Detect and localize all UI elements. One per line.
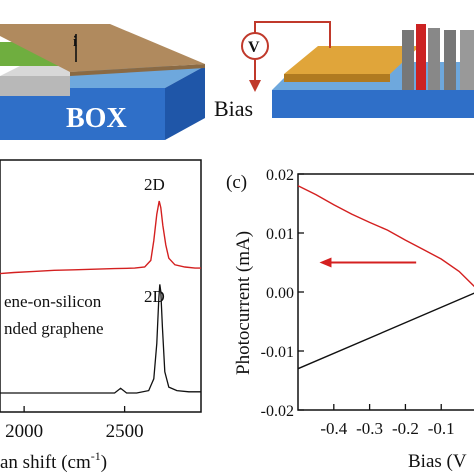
photocurrent-series-black <box>297 292 474 370</box>
raman-xlabel-end: ) <box>101 452 107 473</box>
voltmeter-circle <box>241 32 269 60</box>
photocurrent-x-tick-label: -0.1 <box>428 419 455 438</box>
raman-x-tick-label: 2500 <box>106 421 144 442</box>
substrate-front <box>272 90 474 118</box>
gold-electrode-edge <box>284 74 390 82</box>
raman-chart: 2000 2500 2D 2D ene-on-silicon nded graph… <box>0 159 202 473</box>
raman-xlabel-sup: -1 <box>91 449 101 463</box>
raman-series-black <box>0 284 201 394</box>
photocurrent-y-tick-label: 0.01 <box>266 226 294 243</box>
device-schematic-left: i BOX <box>0 24 205 140</box>
panel-label-c: (c) <box>226 172 247 193</box>
photocurrent-series <box>297 185 474 370</box>
raman-x-ticks: 2000 2500 <box>5 406 144 442</box>
stripe-red <box>416 24 426 90</box>
raman-plot-frame <box>0 159 202 413</box>
peak-label-black: 2D <box>144 287 165 306</box>
photocurrent-chart: (c) -0.4 -0.3 -0.2 -0.1 -0.02 -0.01 0.00 0.01 0.… <box>226 167 474 472</box>
box-label: BOX <box>66 103 127 134</box>
box-side-face <box>165 66 205 140</box>
gold-electrode <box>284 46 420 74</box>
photocurrent-x-tick-label: -0.4 <box>320 419 347 438</box>
photocurrent-y-axis-label: Photocurrent (mA) <box>233 231 254 375</box>
arrow-head <box>319 257 332 268</box>
raman-x-tick-label: 2000 <box>5 421 43 442</box>
photocurrent-y-tick-label: -0.01 <box>261 344 294 361</box>
voltmeter-symbol: V <box>248 39 260 56</box>
peak-label-red: 2D <box>144 175 165 194</box>
photocurrent-x-tick-label: -0.3 <box>356 419 383 438</box>
graphene-sheet <box>0 24 205 72</box>
current-label: i <box>73 34 77 50</box>
photocurrent-y-tick-label: -0.02 <box>261 403 294 420</box>
raman-series-red <box>0 200 201 275</box>
photocurrent-series-red <box>297 185 474 288</box>
silicon-front <box>0 76 70 96</box>
legend-entry-1: ene-on-silicon <box>4 292 102 311</box>
raman-series <box>0 200 201 394</box>
stripe-grey-3 <box>444 30 456 90</box>
raman-xlabel-main: an shift (cm <box>0 452 91 473</box>
stripe-grey-4 <box>460 30 474 90</box>
device-schematic-right: V Bias <box>214 21 474 121</box>
raman-x-axis-label: an shift (cm-1) <box>0 449 107 473</box>
stripe-grey-2 <box>428 28 440 90</box>
photocurrent-x-tick-label: -0.2 <box>392 419 419 438</box>
photocurrent-ticks: -0.4 -0.3 -0.2 -0.1 -0.02 -0.01 0.00 0.01 0.02 <box>261 167 455 438</box>
photocurrent-plot-frame <box>297 173 474 411</box>
photocurrent-x-axis-label: Bias (V <box>408 451 467 472</box>
box-front-face <box>0 88 165 140</box>
legend-entry-2: nded graphene <box>4 319 104 338</box>
graphene-edge <box>70 64 205 76</box>
photocurrent-arrow <box>319 257 417 268</box>
stripe-grey-1 <box>402 30 414 90</box>
photocurrent-y-tick-label: 0.00 <box>266 285 294 302</box>
bias-arrow-head <box>249 80 261 92</box>
photocurrent-y-tick-label: 0.02 <box>266 167 294 184</box>
bias-label: Bias <box>214 96 253 121</box>
